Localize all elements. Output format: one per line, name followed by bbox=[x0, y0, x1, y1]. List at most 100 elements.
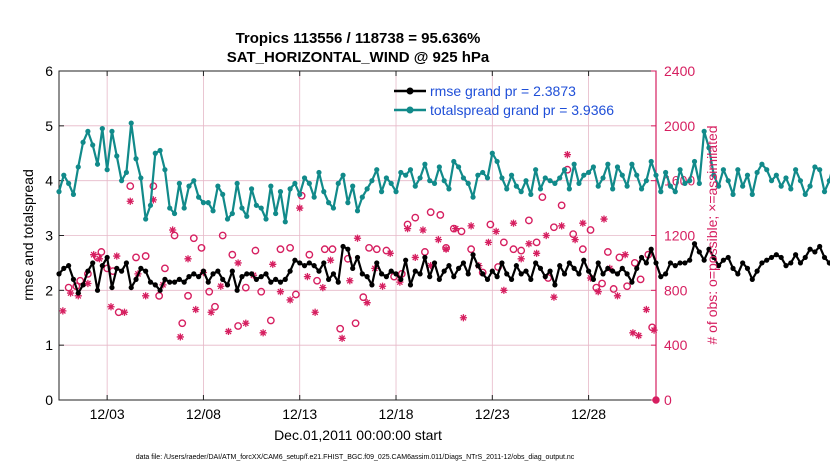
rmse-point bbox=[191, 271, 197, 277]
totalspread-series bbox=[56, 120, 830, 225]
totalspread-point bbox=[523, 178, 529, 184]
obs-possible-point bbox=[241, 283, 250, 292]
totalspread-point bbox=[330, 205, 337, 211]
y-axis-right-label: # of obs: o=possible; ×=assimilated bbox=[704, 125, 720, 344]
totalspread-point bbox=[75, 164, 81, 170]
rmse-point bbox=[460, 260, 467, 266]
totalspread-point bbox=[610, 186, 616, 192]
obs-assimilated-point bbox=[90, 251, 98, 259]
obs-possible-point bbox=[615, 253, 624, 262]
rmse-point bbox=[629, 279, 635, 285]
totalspread-point bbox=[759, 161, 765, 167]
rmse-point bbox=[788, 260, 794, 266]
x-tick-label: 12/28 bbox=[571, 406, 606, 422]
totalspread-point bbox=[484, 175, 491, 181]
rmse-point bbox=[138, 265, 144, 271]
totalspread-point bbox=[200, 200, 207, 206]
totalspread-point bbox=[326, 200, 332, 206]
rmse-point bbox=[610, 268, 616, 274]
rmse-point bbox=[239, 274, 245, 280]
rmse-point bbox=[152, 282, 158, 288]
rmse-point bbox=[335, 279, 341, 285]
obs-possible-point bbox=[524, 216, 533, 225]
rmse-point bbox=[287, 268, 293, 274]
totalspread-point bbox=[821, 189, 828, 195]
totalspread-point bbox=[138, 175, 144, 181]
obs-assimilated-point bbox=[411, 253, 419, 262]
rmse-point bbox=[181, 279, 187, 285]
obs-possible-point bbox=[218, 231, 227, 240]
totalspread-point bbox=[571, 161, 577, 167]
y-left-tick-label: 5 bbox=[45, 118, 53, 134]
obs-possible-point bbox=[178, 319, 187, 328]
x-tick-label: 12/23 bbox=[475, 406, 510, 422]
obs-assimilated-point bbox=[363, 299, 371, 307]
y-right-tick-label: 400 bbox=[664, 337, 688, 353]
totalspread-point bbox=[600, 175, 606, 181]
rmse-point bbox=[56, 271, 62, 277]
rmse-point bbox=[147, 279, 154, 285]
obs-assimilated-point bbox=[571, 236, 579, 244]
totalspread-point bbox=[653, 172, 659, 178]
totalspread-point bbox=[94, 161, 101, 167]
obs-assimilated-point bbox=[419, 226, 427, 234]
rmse-point bbox=[176, 276, 182, 282]
totalspread-point bbox=[581, 172, 587, 178]
rmse-point bbox=[711, 254, 717, 261]
obs-possible-point bbox=[189, 234, 198, 243]
rmse-point bbox=[70, 276, 77, 282]
x-tick-label: 12/08 bbox=[186, 406, 221, 422]
totalspread-point bbox=[224, 216, 231, 222]
totalspread-point bbox=[489, 150, 495, 156]
obs-possible-point bbox=[257, 287, 266, 296]
rmse-point bbox=[109, 284, 115, 291]
obs-possible-point bbox=[97, 248, 106, 256]
totalspread-point bbox=[586, 169, 592, 176]
y-axis-left-label: rmse and totalspread bbox=[20, 169, 36, 301]
totalspread-point bbox=[480, 169, 486, 176]
rmse-point bbox=[658, 274, 664, 280]
totalspread-point bbox=[783, 175, 789, 181]
totalspread-point bbox=[383, 175, 389, 181]
totalspread-point bbox=[715, 183, 722, 189]
totalspread-point bbox=[152, 150, 158, 156]
totalspread-point bbox=[624, 183, 630, 189]
totalspread-point bbox=[220, 191, 226, 197]
totalspread-point bbox=[730, 191, 736, 197]
rmse-point bbox=[441, 268, 447, 274]
totalspread-point bbox=[557, 175, 563, 181]
obs-possible-point bbox=[184, 291, 192, 300]
totalspread-point bbox=[340, 172, 346, 178]
obs-assimilated-point bbox=[126, 197, 134, 205]
obs-assimilated-point bbox=[550, 293, 558, 301]
rmse-point bbox=[234, 287, 240, 293]
rmse-point bbox=[277, 279, 284, 285]
totalspread-point bbox=[306, 180, 312, 187]
obs-possible-point bbox=[205, 287, 214, 296]
obs-assimilated-point bbox=[326, 256, 335, 264]
rmse-point bbox=[624, 271, 630, 277]
y-right-tick-label: 2000 bbox=[664, 118, 695, 134]
rmse-point bbox=[292, 257, 298, 263]
totalspread-point bbox=[123, 169, 129, 176]
rmse-point bbox=[133, 276, 139, 282]
x-tick-label: 12/13 bbox=[282, 406, 317, 422]
totalspread-point bbox=[263, 216, 269, 222]
rmse-point bbox=[528, 276, 534, 282]
chart-subtitle: SAT_HORIZONTAL_WIND @ 925 hPa bbox=[227, 49, 490, 66]
obs-possible-point bbox=[517, 246, 526, 255]
totalspread-point bbox=[533, 167, 539, 173]
obs-assimilated-point bbox=[586, 274, 595, 282]
obs-possible-point bbox=[557, 201, 566, 210]
obs-assimilated-point bbox=[242, 319, 250, 327]
totalspread-point bbox=[682, 180, 688, 187]
obs-assimilated-point bbox=[192, 305, 200, 314]
rmse-point bbox=[364, 274, 370, 280]
totalspread-point bbox=[128, 120, 134, 126]
totalspread-point bbox=[191, 178, 197, 184]
obs-possible-point bbox=[286, 243, 294, 252]
rmse-point bbox=[826, 260, 830, 266]
totalspread-point bbox=[147, 202, 154, 208]
obs-assimilated-point bbox=[642, 305, 650, 314]
obs-assimilated-point bbox=[84, 279, 92, 288]
